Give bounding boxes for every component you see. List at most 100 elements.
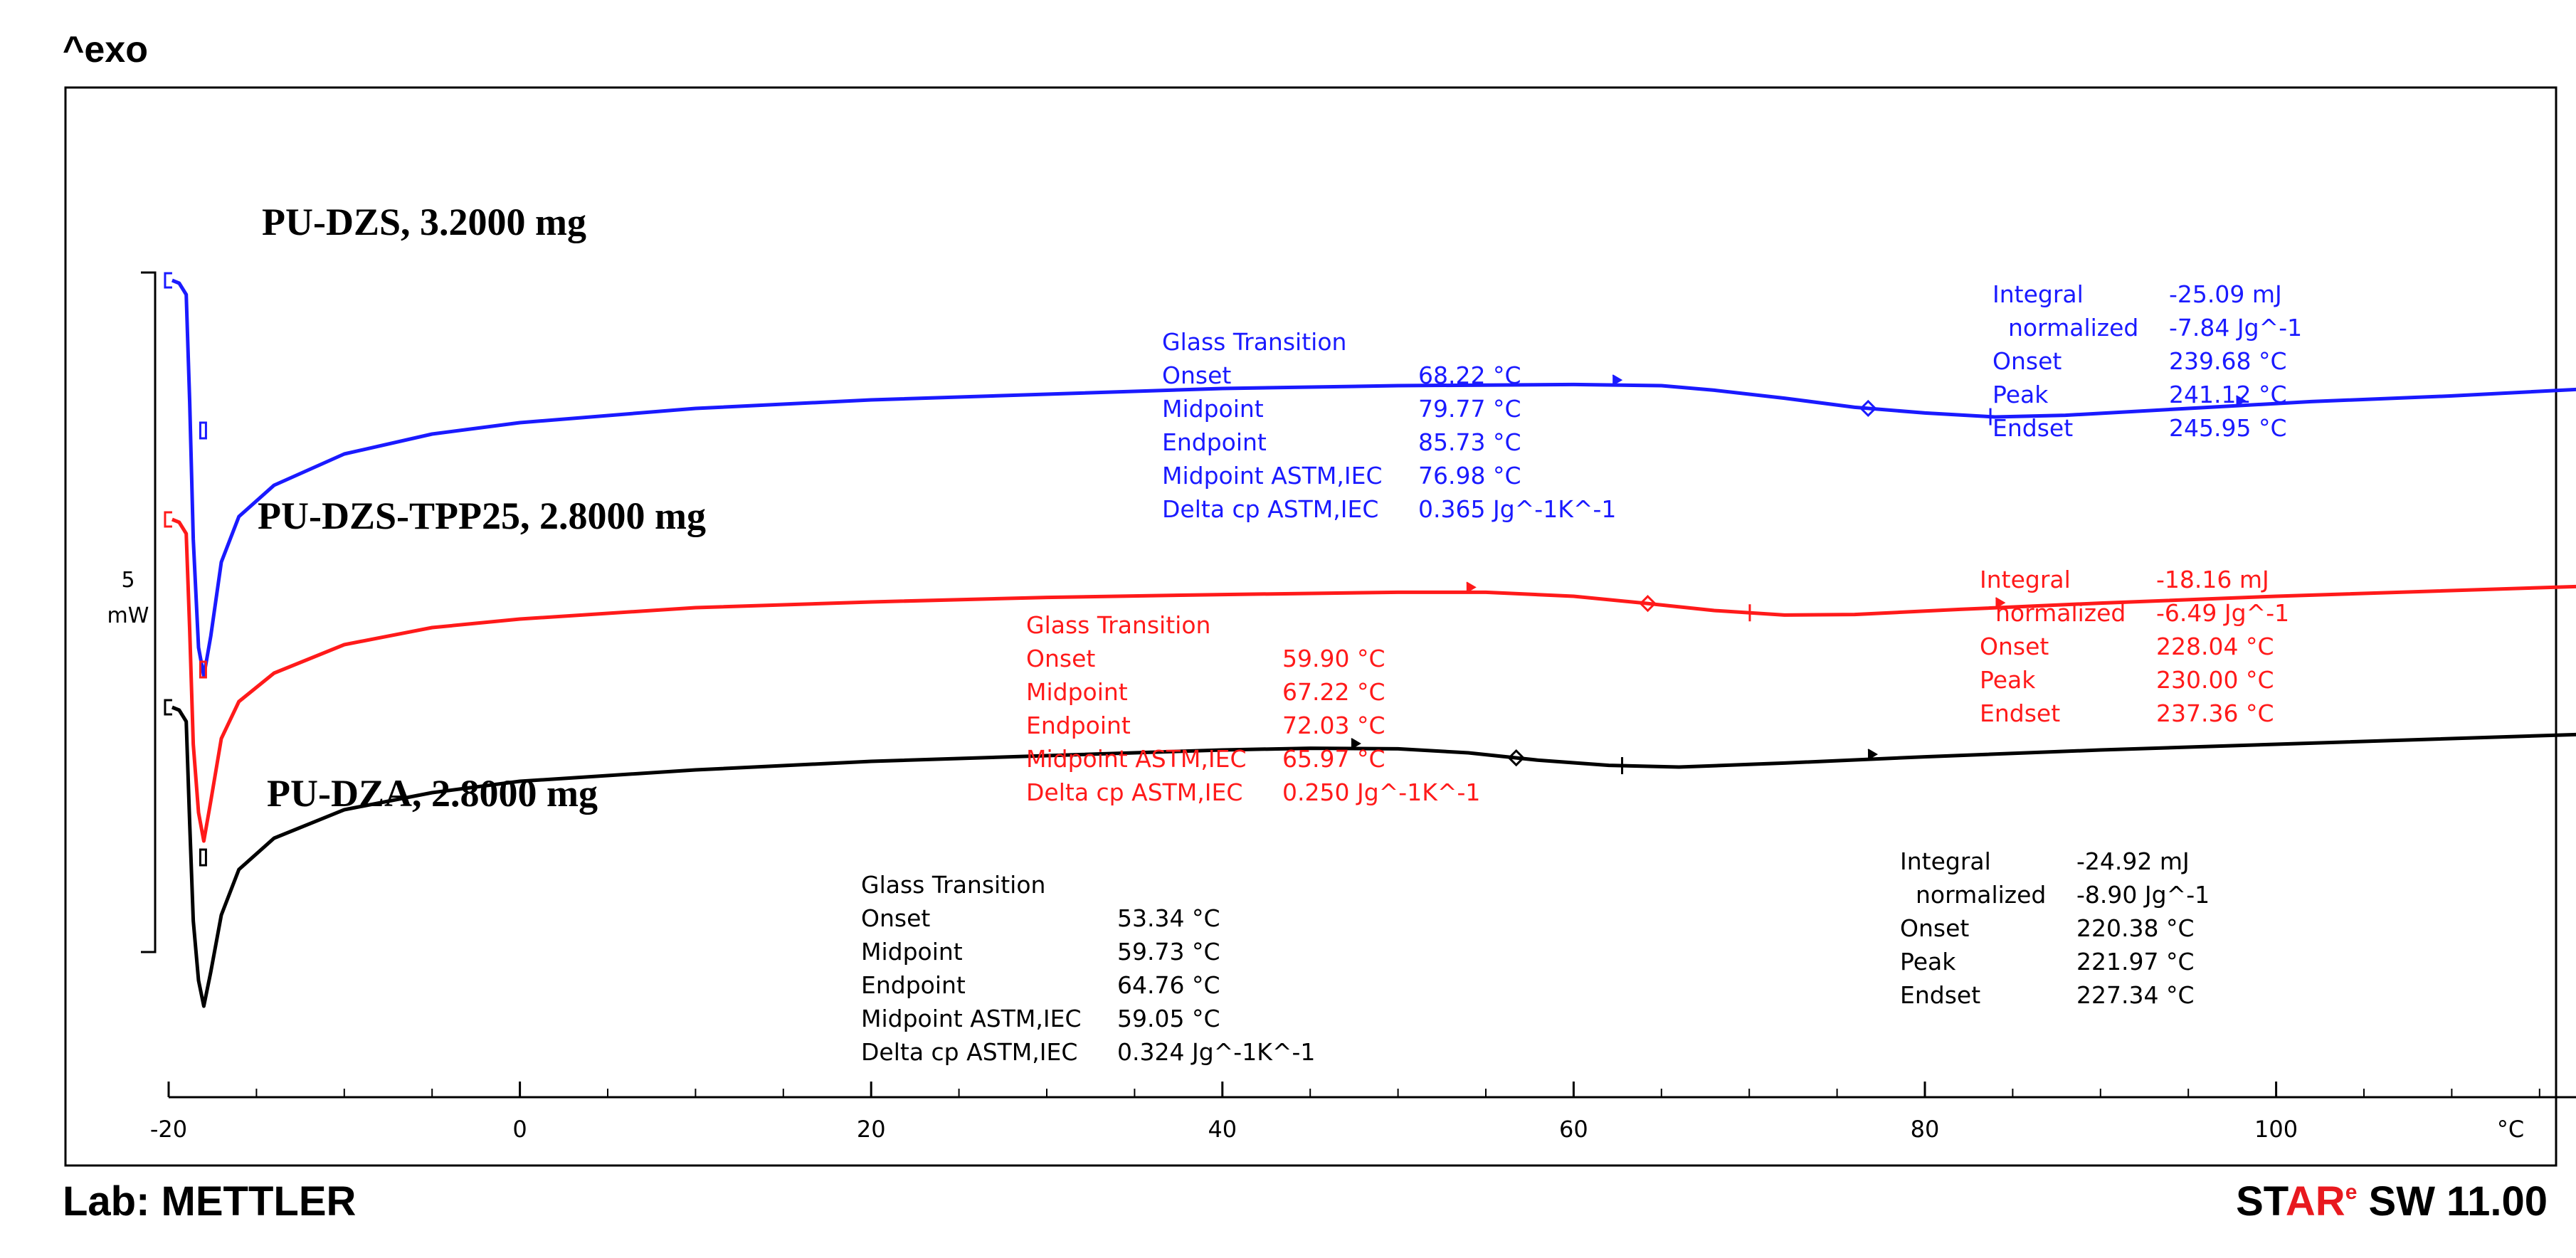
gt-row-value: 53.34 °C bbox=[1117, 904, 1220, 932]
integral-row-label: Onset bbox=[1992, 347, 2062, 375]
integral-row-label: normalized bbox=[1995, 599, 2126, 627]
gt-row-value: 68.22 °C bbox=[1418, 361, 1521, 389]
gt-row-label: Endpoint bbox=[1026, 712, 1131, 739]
scale-bar-value: 5 bbox=[121, 568, 134, 593]
gt-row-label: Onset bbox=[1162, 361, 1231, 389]
series-line bbox=[171, 517, 2576, 843]
gt-midpoint-marker bbox=[1859, 399, 1877, 418]
gt-limit-marker bbox=[1612, 374, 1623, 386]
integral-row-value: -7.84 Jg^-1 bbox=[2169, 314, 2302, 342]
series-start-marker bbox=[164, 699, 172, 716]
gt-row-value: 64.76 °C bbox=[1117, 971, 1220, 999]
series-line bbox=[171, 705, 2576, 1008]
integral-row-label: Integral bbox=[1900, 847, 1991, 875]
gt-midpoint-marker bbox=[1507, 749, 1525, 767]
gt-row-label: Endpoint bbox=[861, 971, 966, 999]
gt-limit-marker bbox=[1867, 749, 1879, 761]
series-start-marker bbox=[164, 272, 172, 289]
x-tick-label: 20 bbox=[857, 1116, 886, 1143]
integral-row-value: -8.90 Jg^-1 bbox=[2076, 881, 2210, 909]
gt-row-value: 67.22 °C bbox=[1282, 678, 1385, 706]
integral-row-value: -25.09 mJ bbox=[2169, 280, 2282, 308]
integral-row-label: Onset bbox=[1900, 914, 1969, 942]
x-tick-label: 40 bbox=[1208, 1116, 1237, 1143]
software-label: STARe SW 11.00 bbox=[2236, 1178, 2548, 1225]
gt-row-label: Onset bbox=[1026, 645, 1095, 672]
gt-row-label: Endpoint bbox=[1162, 428, 1267, 456]
integral-row-value: -6.49 Jg^-1 bbox=[2156, 599, 2289, 627]
integral-row-value: 227.34 °C bbox=[2076, 981, 2195, 1009]
x-tick-label: 80 bbox=[1911, 1116, 1940, 1143]
integral-row-label: normalized bbox=[2008, 314, 2138, 342]
gt-limit-marker bbox=[1995, 597, 2006, 609]
gt-limit-marker bbox=[1466, 581, 1477, 593]
x-tick-label: 0 bbox=[512, 1116, 527, 1143]
series-title: PU-DZS, 3.2000 mg bbox=[262, 201, 586, 243]
integral-row-value: 245.95 °C bbox=[2169, 414, 2287, 442]
gt-row-value: 65.97 °C bbox=[1282, 745, 1385, 773]
series-start-marker bbox=[164, 511, 172, 528]
software-sup: e bbox=[2345, 1180, 2358, 1204]
x-tick-label: 100 bbox=[2254, 1116, 2298, 1143]
integral-row-value: 220.38 °C bbox=[2076, 914, 2195, 942]
software-prefix: ST bbox=[2236, 1178, 2286, 1225]
integral-row-label: Peak bbox=[1992, 381, 2049, 408]
integral-row-label: Onset bbox=[1980, 633, 2049, 660]
gt-row-label: Delta cp ASTM,IEC bbox=[1162, 495, 1378, 523]
series-title: PU-DZA, 2.8000 mg bbox=[267, 772, 598, 815]
exo-direction-label: ^exo bbox=[63, 29, 148, 70]
gt-limit-marker bbox=[2236, 395, 2247, 407]
integral-row-value: 239.68 °C bbox=[2169, 347, 2287, 375]
integral-row-value: 221.97 °C bbox=[2076, 948, 2195, 976]
gt-row-value: 72.03 °C bbox=[1282, 712, 1385, 739]
gt-row-value: 85.73 °C bbox=[1418, 428, 1521, 456]
integral-row-value: 228.04 °C bbox=[2156, 633, 2274, 660]
series-marker bbox=[199, 421, 207, 440]
x-tick-label: -20 bbox=[150, 1116, 187, 1143]
gt-row-label: Delta cp ASTM,IEC bbox=[1026, 778, 1242, 806]
lab-label: Lab: METTLER bbox=[63, 1178, 357, 1225]
software-suffix: SW 11.00 bbox=[2357, 1178, 2548, 1225]
annotation-group: PU-DZS, 3.2000 mg Glass Transition Onset 68… bbox=[258, 201, 2302, 1066]
integral-row-label: Endset bbox=[1900, 981, 1980, 1009]
series-title: PU-DZS-TPP25, 2.8000 mg bbox=[258, 495, 706, 537]
gt-row-label: Midpoint bbox=[1162, 395, 1264, 423]
integral-row-value: -24.92 mJ bbox=[2076, 847, 2190, 875]
gt-row-label: Midpoint ASTM,IEC bbox=[861, 1005, 1082, 1032]
gt-row-label: Midpoint bbox=[861, 938, 963, 966]
gt-row-value: 59.73 °C bbox=[1117, 938, 1220, 966]
gt-row-value: 0.250 Jg^-1K^-1 bbox=[1282, 778, 1480, 806]
software-brand: AR bbox=[2285, 1178, 2345, 1225]
series-marker bbox=[199, 660, 207, 679]
integral-row-label: Endset bbox=[1980, 699, 2060, 727]
integral-row-label: Endset bbox=[1992, 414, 2073, 442]
gt-row-value: 76.98 °C bbox=[1418, 462, 1521, 490]
gt-limit-marker bbox=[1351, 738, 1361, 749]
integral-row-label: Integral bbox=[1980, 566, 2071, 593]
plot-frame bbox=[64, 86, 2557, 1167]
gt-row-label: Midpoint bbox=[1026, 678, 1128, 706]
x-unit-label: °C bbox=[2497, 1116, 2524, 1143]
integral-row-label: normalized bbox=[1916, 881, 2046, 909]
gt-row-label: Midpoint ASTM,IEC bbox=[1026, 745, 1247, 773]
gt-row-label: Onset bbox=[861, 904, 930, 932]
scale-bar-unit: mW bbox=[107, 603, 149, 628]
scale-bar-bracket bbox=[141, 271, 157, 953]
integral-row-value: 237.36 °C bbox=[2156, 699, 2274, 727]
gt-title: Glass Transition bbox=[861, 871, 1045, 899]
x-tick-label: 60 bbox=[1559, 1116, 1588, 1143]
gt-title: Glass Transition bbox=[1162, 328, 1346, 356]
x-axis: -20020406080100120140160180200220240°C bbox=[150, 1082, 2576, 1143]
scale-bar: 5 mW bbox=[107, 271, 157, 953]
integral-row-label: Peak bbox=[1980, 666, 2036, 694]
series-group bbox=[164, 272, 2576, 1008]
integral-row-value: -18.16 mJ bbox=[2156, 566, 2269, 593]
gt-row-value: 59.05 °C bbox=[1117, 1005, 1220, 1032]
gt-row-value: 79.77 °C bbox=[1418, 395, 1521, 423]
integral-row-value: 230.00 °C bbox=[2156, 666, 2274, 694]
series-line bbox=[171, 278, 2576, 678]
gt-row-label: Midpoint ASTM,IEC bbox=[1162, 462, 1383, 490]
integral-row-label: Peak bbox=[1900, 948, 1956, 976]
gt-row-value: 0.365 Jg^-1K^-1 bbox=[1418, 495, 1616, 523]
gt-row-value: 59.90 °C bbox=[1282, 645, 1385, 672]
